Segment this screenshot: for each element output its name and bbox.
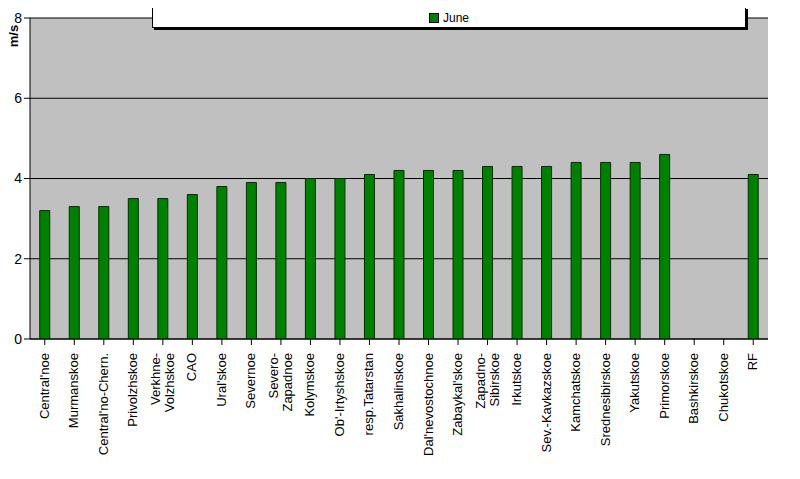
svg-text:0: 0 [14,331,22,347]
svg-text:CAO: CAO [184,353,199,381]
svg-text:Privolzhskoe: Privolzhskoe [125,353,140,427]
svg-text:Zabaykal'skoe: Zabaykal'skoe [450,353,465,436]
svg-text:Ural'skoe: Ural'skoe [214,353,229,407]
svg-text:Central'no-Chern.: Central'no-Chern. [96,353,111,455]
svg-text:Central'noe: Central'noe [37,353,52,419]
svg-text:Bashkirskoe: Bashkirskoe [686,353,701,424]
svg-text:Verkhne-Volzhskoe: Verkhne-Volzhskoe [148,353,177,412]
svg-text:Kamchatskoe: Kamchatskoe [568,353,583,432]
svg-text:Sev.-Kavkazskoe: Sev.-Kavkazskoe [539,353,554,452]
html-text:June: June [443,10,469,25]
svg-text:Ob'-Irtyshskoe: Ob'-Irtyshskoe [332,353,347,436]
svg-text:Srednesibirskoe: Srednesibirskoe [598,353,613,446]
svg-text:6: 6 [14,90,22,106]
svg-text:Severo-Zapadnoe: Severo-Zapadnoe [266,353,295,412]
svg-text:Severnoe: Severnoe [243,353,258,409]
svg-text:Zapadno-Sibirskoe: Zapadno-Sibirskoe [473,353,502,409]
svg-text:Sakhalinskoe: Sakhalinskoe [391,353,406,430]
svg-text:m/s: m/s [8,25,21,47]
svg-text:Kolymskoe: Kolymskoe [302,353,317,417]
svg-text:Irkutskoe: Irkutskoe [509,353,524,406]
svg-text:4: 4 [14,170,22,186]
svg-text:resp.Tatarstan: resp.Tatarstan [361,353,376,435]
svg-text:Murmanskoe: Murmanskoe [66,353,81,428]
svg-text:Chukotskoe: Chukotskoe [716,353,731,422]
svg-text:2: 2 [14,251,22,267]
svg-text:8: 8 [14,10,22,26]
svg-text:Primorskoe: Primorskoe [657,353,672,419]
svg-text:RF: RF [745,353,760,370]
svg-text:Dal'nevostochnoe: Dal'nevostochnoe [421,353,436,456]
svg-text:Yakutskoe: Yakutskoe [627,353,642,413]
